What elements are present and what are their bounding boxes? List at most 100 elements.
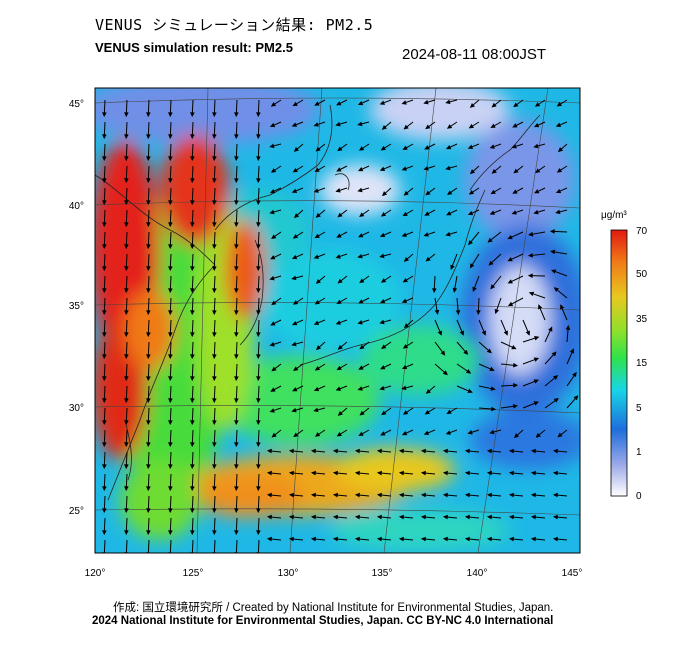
wind-arrowhead — [507, 279, 513, 284]
wind-arrowhead — [146, 376, 151, 382]
wind-arrowhead — [446, 124, 453, 129]
wind-arrowhead — [486, 470, 492, 476]
wind-arrowhead — [102, 376, 107, 382]
wind-arrowhead — [336, 365, 342, 371]
wind-arrowhead — [315, 146, 321, 152]
wind-arrowhead — [190, 112, 195, 118]
colorbar-tick-15: 15 — [636, 358, 648, 369]
wind-arrowhead — [168, 442, 173, 448]
wind-arrowhead — [256, 134, 261, 140]
wind-arrowhead — [271, 432, 277, 438]
wind-arrowhead — [190, 288, 195, 294]
wind-arrowhead — [313, 386, 320, 392]
wind-arrowhead — [434, 309, 440, 315]
wind-arrowhead — [266, 514, 272, 520]
wind-arrowhead — [291, 275, 297, 281]
wind-arrowhead — [403, 257, 409, 262]
wind-arrowhead — [358, 299, 364, 304]
wind-arrowhead — [402, 145, 408, 150]
wind-arrowhead — [359, 344, 365, 350]
wind-arrowhead — [269, 275, 275, 281]
wind-arrowhead — [293, 432, 299, 438]
wind-arrowhead — [491, 406, 497, 412]
lat-label-25: 25° — [69, 506, 84, 517]
wind-arrowhead — [102, 222, 107, 228]
wind-arrowhead — [548, 326, 553, 332]
wind-arrowhead — [168, 112, 173, 118]
wind-arrowhead — [401, 166, 407, 171]
wind-arrowhead — [124, 464, 129, 470]
wind-arrowhead — [530, 448, 536, 454]
wind-arrowhead — [437, 330, 442, 336]
wind-arrowhead — [401, 232, 407, 237]
wind-arrowhead — [557, 432, 563, 438]
wind-arrowhead — [102, 442, 107, 448]
wind-arrowhead — [190, 310, 195, 316]
wind-arrowhead — [124, 486, 129, 492]
wind-arrowhead — [357, 121, 363, 127]
wind-arrowhead — [380, 145, 386, 151]
wind-arrowhead — [310, 492, 316, 498]
wind-arrowhead — [190, 464, 195, 470]
wind-arrowhead — [486, 448, 492, 454]
wind-arrowhead — [423, 430, 430, 435]
wind-arrowhead — [513, 433, 520, 439]
wind-arrowhead — [212, 288, 217, 294]
wind-arrowhead — [354, 536, 360, 542]
wind-arrowhead — [102, 134, 107, 140]
wind-arrowhead — [256, 332, 261, 338]
wind-arrowhead — [481, 330, 486, 336]
wind-arrowhead — [463, 349, 469, 355]
wind-arrowhead — [146, 420, 151, 426]
wind-arrowhead — [513, 168, 519, 174]
wind-arrowhead — [271, 234, 277, 239]
wind-arrowhead — [425, 124, 431, 130]
graticule — [95, 88, 580, 553]
wind-arrowhead — [552, 470, 558, 476]
wind-arrowhead — [527, 252, 533, 258]
wind-arrowhead — [467, 210, 474, 216]
wind-arrowhead — [467, 144, 474, 149]
wind-arrowhead — [269, 188, 276, 194]
wind-arrowhead — [269, 342, 275, 347]
wind-arrowhead — [212, 354, 217, 360]
wind-arrowhead — [212, 112, 217, 118]
wind-arrowhead — [357, 100, 364, 106]
wind-arrowhead — [424, 409, 430, 415]
wind-arrowhead — [266, 492, 272, 498]
wind-arrowhead — [310, 470, 316, 476]
wind-arrowhead — [512, 123, 518, 128]
wind-arrowhead — [256, 200, 261, 206]
lat-label-30: 30° — [69, 403, 84, 414]
wind-arrowhead — [102, 354, 107, 360]
wind-arrowhead — [234, 508, 239, 514]
wind-arrowhead — [270, 321, 276, 326]
wind-arrowhead — [354, 514, 360, 520]
wind-arrowhead — [313, 254, 319, 259]
lon-label-135: 135° — [372, 568, 393, 579]
wind-arrowhead — [359, 410, 365, 416]
wind-arrowhead — [266, 536, 272, 542]
wind-arrowhead — [552, 492, 558, 498]
wind-arrowhead — [271, 366, 277, 372]
wind-arrowhead — [555, 209, 561, 215]
wind-arrowhead — [491, 168, 497, 174]
wind-arrowhead — [146, 464, 151, 470]
wind-arrowhead — [146, 530, 151, 536]
wind-arrowhead — [490, 123, 496, 128]
wind-arrowhead — [490, 189, 496, 195]
wind-arrowhead — [335, 386, 341, 391]
wind-arrowhead — [146, 288, 151, 294]
wind-arrowhead — [552, 514, 558, 520]
colorbar-tick-5: 5 — [636, 403, 642, 414]
wind-arrowhead — [465, 369, 472, 374]
wind-arrowhead — [291, 341, 297, 347]
wind-arrowhead — [533, 401, 539, 406]
wind-arrowhead — [467, 388, 473, 393]
wind-arrowhead — [489, 366, 495, 372]
wind-arrowhead — [256, 222, 261, 228]
wind-arrowhead — [511, 144, 517, 149]
wind-arrowhead — [401, 298, 408, 303]
wind-arrowhead — [256, 398, 261, 404]
wind-arrowhead — [293, 147, 299, 152]
